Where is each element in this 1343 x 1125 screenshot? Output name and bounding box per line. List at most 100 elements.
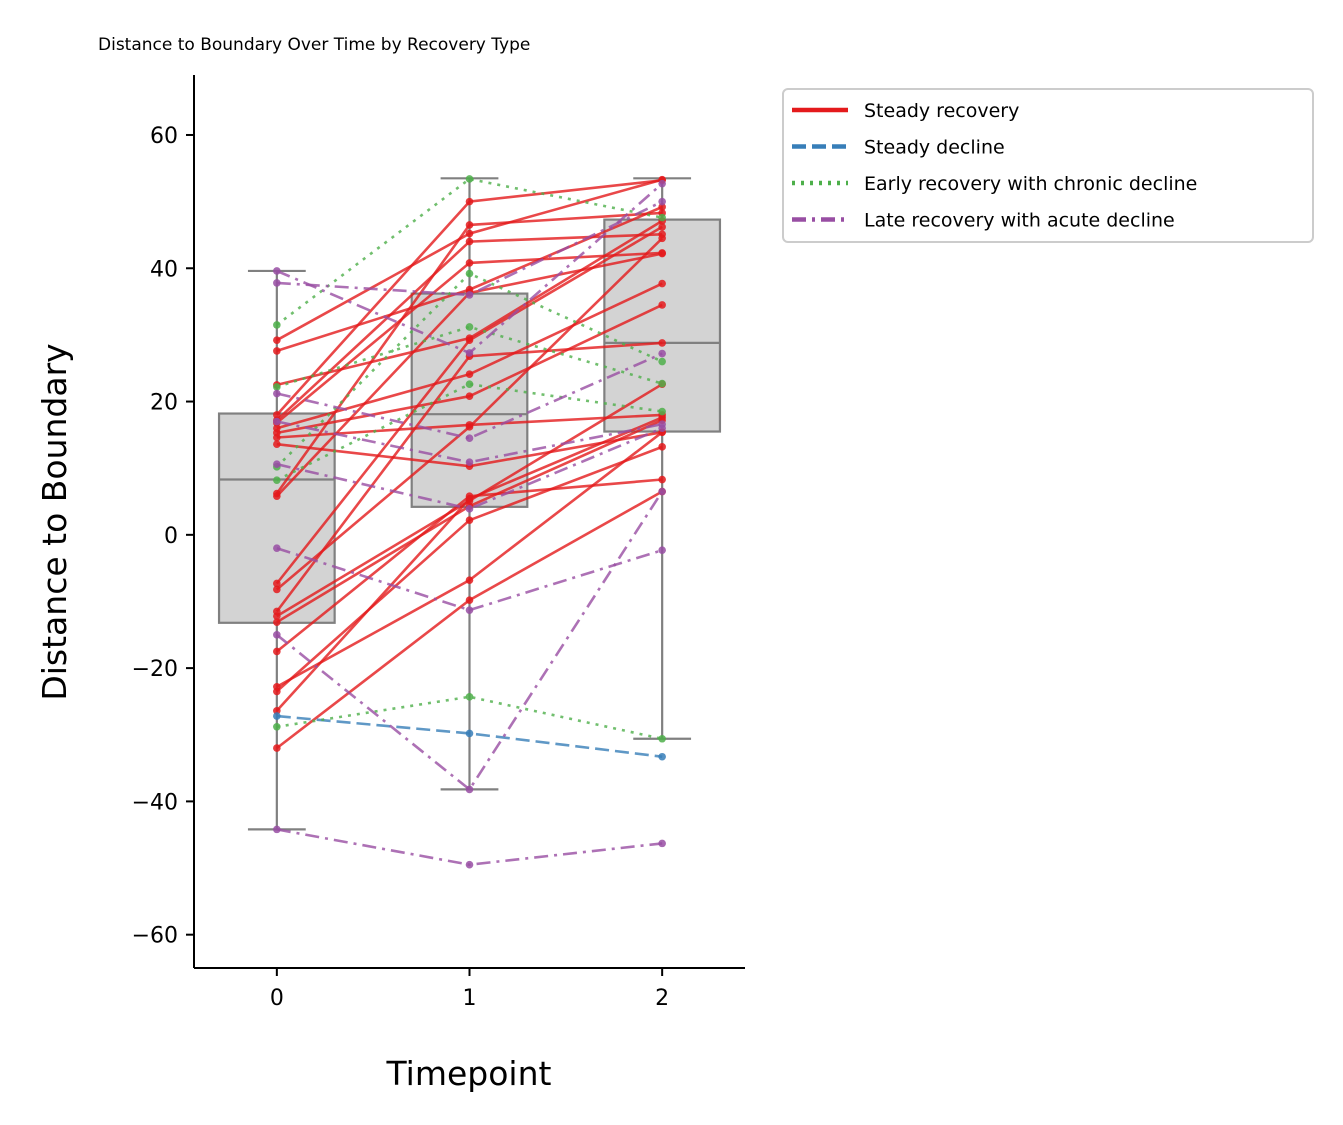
x-tick-label: 0 (270, 986, 284, 1011)
data-point (465, 221, 474, 229)
data-point (658, 349, 666, 358)
data-point (273, 706, 281, 715)
data-point (273, 492, 281, 500)
series-line (276, 546, 663, 612)
series-line (276, 695, 663, 741)
series-line (276, 828, 663, 867)
y-tick-label: 60 (150, 124, 178, 149)
data-point (465, 505, 474, 513)
legend: Steady recovery Steady decline Early recov… (782, 88, 1314, 243)
legend-frame (782, 88, 1314, 243)
x-ticks: 0 1 2 (270, 968, 669, 1011)
y-ticks: −60 −40 −20 0 20 40 60 (132, 124, 194, 949)
y-tick-label: −60 (132, 924, 178, 949)
data-point (273, 712, 281, 720)
data-point (273, 722, 281, 731)
series-lines (273, 175, 666, 869)
data-point (465, 269, 474, 278)
data-point (465, 291, 474, 299)
data-point (658, 734, 666, 743)
y-tick-label: 0 (164, 524, 178, 549)
data-point (465, 380, 474, 389)
data-point (273, 630, 281, 639)
data-point (658, 179, 666, 188)
y-tick-label: 40 (150, 257, 178, 282)
data-point (465, 458, 474, 466)
data-point (465, 729, 474, 738)
data-point (273, 579, 281, 588)
y-axis-label: Distance to Boundary (35, 343, 74, 700)
data-point (658, 357, 666, 366)
chart-title: Distance to Boundary Over Time by Recove… (98, 35, 530, 55)
legend-label: Late recovery with acute decline (864, 210, 1175, 232)
data-point (465, 336, 474, 345)
legend-label: Steady recovery (864, 100, 1019, 122)
data-point (465, 495, 474, 503)
data-point (273, 647, 281, 656)
data-point (658, 197, 666, 206)
series-line (276, 200, 663, 297)
data-point (465, 229, 474, 238)
data-point (273, 389, 281, 398)
data-point (273, 825, 281, 834)
data-point (273, 440, 281, 448)
data-point (658, 279, 666, 288)
data-point (465, 606, 474, 614)
data-point (465, 237, 474, 246)
data-point (658, 203, 666, 211)
y-tick-label: −40 (132, 790, 178, 815)
data-point (273, 618, 281, 626)
data-point (465, 175, 474, 183)
data-point (658, 752, 666, 761)
data-point (658, 475, 666, 484)
data-point (273, 460, 281, 468)
y-tick-label: −20 (132, 657, 178, 682)
series-line (276, 352, 663, 440)
data-point (273, 321, 281, 329)
data-point (658, 339, 666, 347)
data-point (273, 585, 281, 594)
data-point (465, 596, 474, 604)
data-point (658, 223, 666, 231)
data-point (273, 383, 281, 391)
y-tick-label: 20 (150, 391, 178, 416)
data-point (658, 301, 666, 309)
legend-label: Steady decline (864, 137, 1005, 159)
data-point (465, 860, 474, 869)
data-point (465, 434, 474, 442)
series-line (276, 325, 663, 389)
series-line (276, 427, 663, 511)
data-point (465, 349, 474, 357)
x-tick-label: 1 (463, 986, 477, 1011)
data-point (465, 259, 474, 267)
data-point (658, 234, 666, 243)
data-point (658, 487, 666, 496)
data-point (465, 423, 474, 431)
data-point (465, 516, 474, 524)
data-point (273, 347, 281, 355)
data-point (658, 249, 666, 258)
data-point (465, 785, 474, 794)
data-point (273, 544, 281, 552)
data-point (465, 392, 474, 401)
x-axis-label: Timepoint (386, 1054, 552, 1093)
legend-label: Early recovery with chronic decline (864, 173, 1197, 195)
data-point (465, 323, 474, 331)
data-point (465, 692, 474, 701)
data-point (658, 213, 666, 222)
data-point (273, 612, 281, 620)
data-point (273, 336, 281, 345)
x-tick-label: 2 (655, 986, 669, 1011)
data-point (658, 443, 666, 451)
data-point (273, 476, 281, 484)
data-point (273, 267, 281, 275)
data-point (273, 279, 281, 287)
data-point (658, 424, 666, 433)
data-point (273, 744, 281, 752)
data-point (465, 197, 474, 206)
data-point (658, 546, 666, 554)
data-point (465, 576, 474, 584)
data-point (465, 370, 474, 379)
data-point (273, 687, 281, 696)
